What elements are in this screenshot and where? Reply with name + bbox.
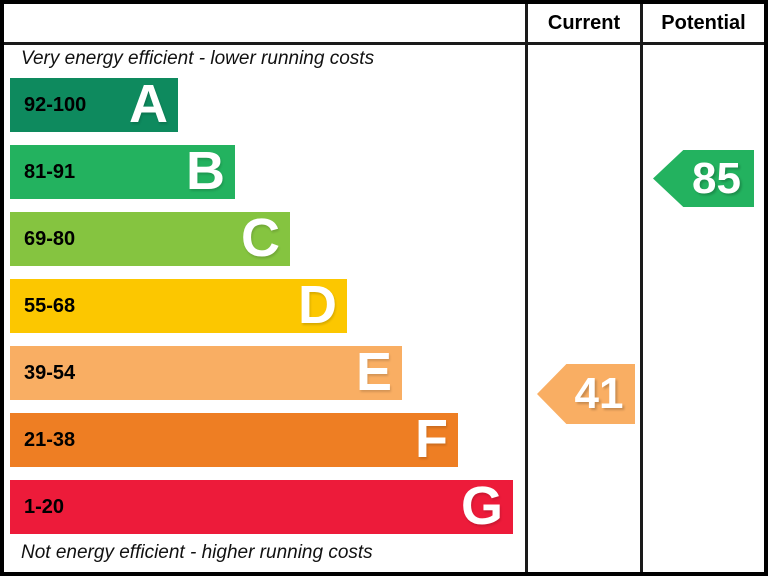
- band-c-letter: C: [241, 208, 280, 268]
- current-rating-arrow: 41: [537, 364, 635, 424]
- top-caption: Very energy efficient - lower running co…: [21, 48, 375, 69]
- potential-column-divider: [640, 4, 643, 572]
- current-column-header: Current: [547, 11, 621, 34]
- bottom-caption: Not energy efficient - higher running co…: [21, 542, 373, 563]
- band-b-bar: 81-91 B: [10, 141, 235, 201]
- header-divider: [4, 42, 764, 45]
- band-c-bar: 69-80 C: [10, 208, 290, 268]
- band-e-bar: 39-54 E: [10, 342, 402, 402]
- band-a-range: 92-100: [24, 93, 87, 116]
- band-b-letter: B: [186, 141, 225, 201]
- band-g-letter: G: [460, 476, 503, 536]
- band-e-letter: E: [355, 342, 392, 402]
- potential-rating-arrow: 85: [653, 150, 754, 207]
- current-column-divider: [525, 4, 528, 572]
- band-d-bar: 55-68 D: [10, 275, 347, 335]
- band-e-range: 39-54: [24, 361, 76, 384]
- band-f-letter: F: [415, 409, 448, 469]
- potential-column-header: Potential: [661, 11, 746, 34]
- band-g-bar: 1-20 G: [10, 476, 513, 536]
- band-f-range: 21-38: [24, 428, 76, 451]
- band-b-range: 81-91: [24, 160, 76, 183]
- band-a-bar: 92-100 A: [10, 74, 178, 134]
- current-rating-value: 41: [574, 369, 624, 418]
- band-g-range: 1-20: [24, 495, 65, 518]
- band-d-range: 55-68: [24, 294, 76, 317]
- band-c-range: 69-80: [24, 227, 76, 250]
- band-a-letter: A: [129, 74, 168, 134]
- band-d-letter: D: [298, 275, 337, 335]
- band-f-bar: 21-38 F: [10, 409, 458, 469]
- potential-rating-value: 85: [692, 153, 741, 203]
